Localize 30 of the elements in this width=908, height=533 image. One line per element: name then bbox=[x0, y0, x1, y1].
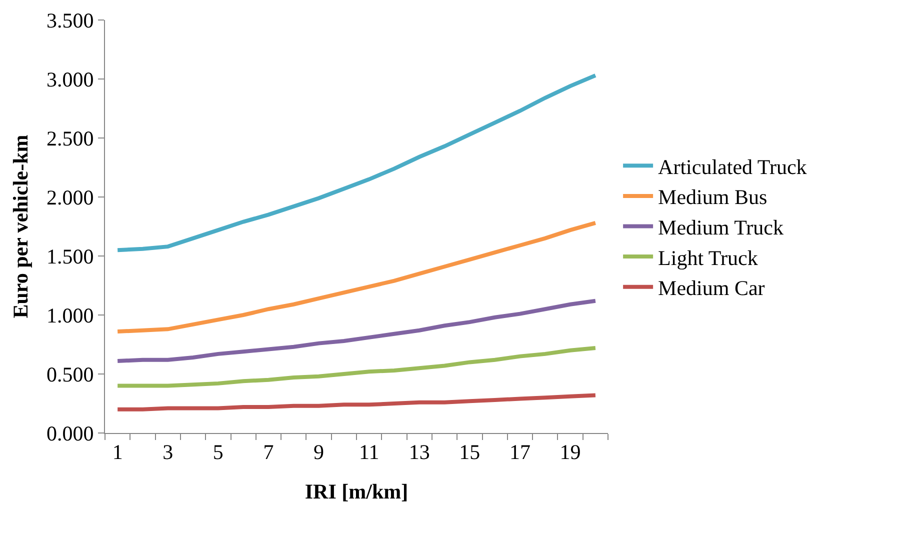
x-tick-label: 17 bbox=[509, 440, 530, 464]
x-tick-label: 7 bbox=[263, 440, 274, 464]
line-series bbox=[116, 346, 598, 388]
x-tick-label: 13 bbox=[408, 440, 430, 464]
y-tick-label: 0.000 bbox=[46, 421, 94, 446]
legend-label: Articulated Truck bbox=[658, 154, 808, 179]
y-tick-label: 3.000 bbox=[46, 67, 94, 92]
line-series bbox=[116, 393, 598, 412]
y-tick-label: 1.500 bbox=[46, 244, 94, 268]
line-series bbox=[116, 220, 598, 334]
y-tick-label: 1.000 bbox=[46, 303, 94, 328]
x-tick-label: 15 bbox=[459, 440, 480, 464]
x-tick-label: 5 bbox=[212, 440, 224, 464]
y-tick-label: 0.500 bbox=[46, 362, 94, 386]
legend-label: Light Truck bbox=[658, 246, 758, 270]
x-tick-label: 3 bbox=[162, 440, 174, 464]
y-axis-title: Euro per vehicle-km bbox=[8, 134, 33, 318]
legend-label: Medium Bus bbox=[658, 185, 768, 210]
y-tick-label: 3.500 bbox=[46, 8, 94, 32]
y-tick-label: 2.000 bbox=[46, 185, 94, 210]
line-series bbox=[116, 73, 598, 252]
x-tick-label: 19 bbox=[560, 440, 581, 464]
legend-label: Medium Car bbox=[658, 276, 765, 300]
legend-label: Medium Truck bbox=[658, 215, 784, 240]
x-axis-title: IRI [m/km] bbox=[304, 479, 408, 504]
x-tick-label: 1 bbox=[112, 440, 123, 464]
y-tick-label: 2.500 bbox=[46, 126, 94, 150]
x-tick-label: 9 bbox=[314, 440, 324, 464]
line-series bbox=[116, 298, 598, 364]
x-tick-label: 11 bbox=[358, 440, 380, 464]
